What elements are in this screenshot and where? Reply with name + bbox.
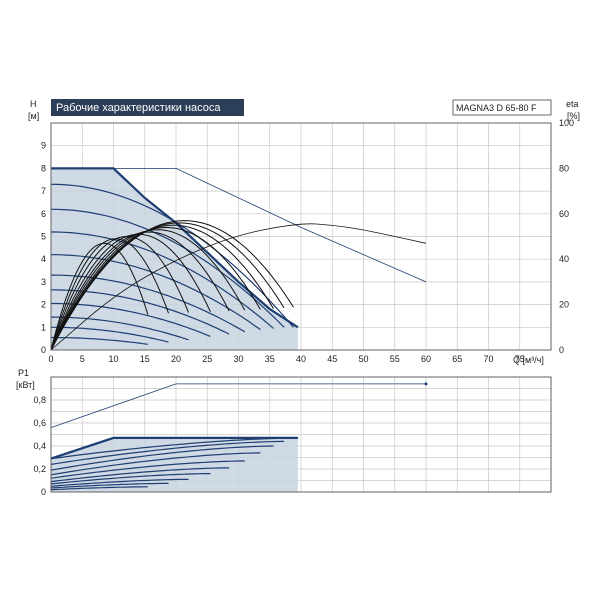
power-max-curve — [50, 436, 298, 460]
eta-curve — [50, 233, 211, 351]
eta-layer — [50, 220, 427, 351]
eta-extension-curve — [50, 223, 427, 351]
power-max-curve-extension — [50, 383, 426, 428]
flow-axis-label: Q [м³/ч] — [513, 355, 544, 365]
fill-layer — [51, 168, 298, 492]
flow-tick-label: 70 — [483, 354, 493, 364]
eta-tick-label: 0 — [559, 345, 564, 355]
head-speed-curve — [51, 208, 285, 328]
eta-curve — [50, 231, 230, 351]
power-speed-curve — [50, 445, 274, 471]
power-speed-curve — [50, 440, 285, 465]
power-speed-curve — [50, 482, 169, 489]
head-plot-frame — [50, 122, 552, 351]
power-tick-label: 0,4 — [33, 441, 46, 451]
power-speed-curve — [50, 460, 245, 479]
eta-tick-label: 60 — [559, 209, 569, 219]
head-tick-label: 3 — [41, 277, 46, 287]
power-tick-label: 0,2 — [33, 464, 46, 474]
eta-axis-unit: [%] — [567, 111, 580, 121]
flow-tick-label: 55 — [390, 354, 400, 364]
power-speed-curve — [50, 467, 230, 483]
eta-curve — [50, 238, 169, 351]
head-speed-curve — [51, 274, 246, 333]
flow-tick-label: 45 — [327, 354, 337, 364]
head-speed-curve — [51, 336, 148, 345]
head-axis-symbol: H — [30, 99, 37, 109]
head-speed-curve — [51, 326, 169, 343]
head-tick-label: 1 — [41, 322, 46, 332]
curve-layer — [50, 167, 428, 491]
chart-title: Рабочие характеристики насоса — [56, 102, 221, 114]
eta-curve — [50, 235, 189, 351]
head-tick-label: 4 — [41, 254, 46, 264]
head-tick-label: 9 — [41, 141, 46, 151]
power-plot-frame — [50, 376, 552, 493]
head-speed-curve — [51, 231, 274, 329]
head-tick-label: 8 — [41, 163, 46, 173]
flow-tick-label: 50 — [358, 354, 368, 364]
chart-title-box — [51, 99, 244, 116]
eta-curve — [50, 226, 261, 351]
power-tick-label: 0,8 — [33, 395, 46, 405]
flow-tick-label: 20 — [171, 354, 181, 364]
power-speed-curve — [50, 486, 148, 491]
power-speed-curve — [50, 452, 261, 476]
head-tick-label: 5 — [41, 232, 46, 242]
model-box — [452, 99, 552, 116]
head-speed-curve — [50, 289, 230, 335]
power-axis-unit: [кВт] — [16, 380, 35, 390]
eta-tick-label: 40 — [559, 254, 569, 264]
power-speed-curve — [50, 473, 211, 485]
power-tick-label: 0,6 — [33, 418, 46, 428]
head-tick-label: 6 — [41, 209, 46, 219]
flow-tick-label: 40 — [296, 354, 306, 364]
power-speed-curve — [50, 478, 189, 487]
model-label: MAGNA3 D 65-80 F — [456, 103, 537, 113]
flow-tick-label: 35 — [265, 354, 275, 364]
eta-tick-label: 20 — [559, 300, 569, 310]
power-axis-symbol: P1 — [18, 368, 29, 378]
flow-tick-label: 30 — [233, 354, 243, 364]
flow-tick-label: 0 — [48, 354, 53, 364]
head-max-curve — [51, 167, 299, 329]
eta-tick-label: 80 — [559, 163, 569, 173]
tick-layer: 0 5 10 15 20 25 30 35 40 45 50 55 60 65 70 750123456789… — [33, 118, 574, 497]
eta-curve — [50, 220, 294, 351]
flow-tick-label: 5 — [80, 354, 85, 364]
head-tick-label: 0 — [41, 345, 46, 355]
flow-tick-label: 75 — [515, 354, 525, 364]
flow-tick-label: 10 — [108, 354, 118, 364]
flow-tick-label: 25 — [202, 354, 212, 364]
power-speed-curve — [50, 437, 298, 460]
head-tick-label: 2 — [41, 300, 46, 310]
eta-curve — [50, 229, 246, 351]
eta-curve — [50, 224, 274, 351]
head-speed-curve — [51, 316, 189, 341]
flow-tick-label: 15 — [140, 354, 150, 364]
eta-curve — [50, 222, 285, 351]
eta-axis-symbol: eta — [566, 99, 579, 109]
eta-tick-label: 100 — [559, 118, 574, 128]
head-axis-unit: [м] — [28, 111, 39, 121]
head-tick-label: 7 — [41, 186, 46, 196]
power-tick-label: 0 — [41, 487, 46, 497]
head-operating-area — [51, 168, 298, 350]
frame-layer — [50, 122, 552, 493]
flow-tick-label: 65 — [452, 354, 462, 364]
power-extension-endpoint — [424, 382, 428, 386]
eta-curve — [50, 242, 149, 351]
flow-tick-label: 60 — [421, 354, 431, 364]
head-max-curve-extension — [113, 168, 427, 283]
